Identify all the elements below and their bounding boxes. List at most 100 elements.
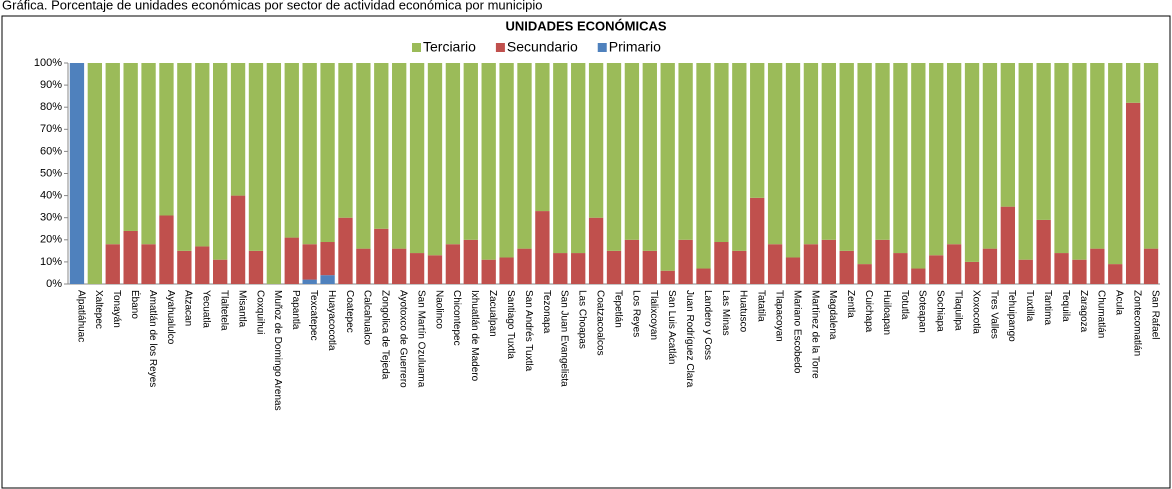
legend-swatch — [412, 43, 421, 52]
x-tick-label: Tequila — [1060, 290, 1071, 322]
x-tick-label: Tlapacoyan — [773, 290, 784, 342]
bar-segment — [857, 63, 872, 265]
bar-segment — [696, 63, 711, 269]
bar-segment — [409, 63, 425, 254]
x-tick-label: Tonayán — [111, 290, 122, 328]
x-tick-label: Muñoz de Domingo Arenas — [272, 290, 283, 411]
bar-segment — [1072, 63, 1087, 260]
x-tick-label: Coxquihui — [254, 290, 265, 334]
bar-segment — [1090, 63, 1105, 249]
x-tick-label: Ébano — [129, 290, 142, 319]
bar-segment — [588, 63, 604, 218]
bar-segment — [392, 248, 407, 284]
y-tick-label: 10% — [40, 256, 62, 268]
x-tick-label: Chumatlán — [1096, 290, 1107, 338]
bar-segment — [642, 250, 657, 284]
bar-segment — [606, 63, 622, 251]
bar-segment — [177, 250, 192, 284]
bar-segment — [105, 244, 120, 284]
y-tick-label: 50% — [40, 167, 62, 179]
bar-segment — [481, 63, 496, 260]
x-tick-label: Misantla — [236, 290, 247, 328]
bar-segment — [785, 257, 801, 284]
x-tick-label: Las Minas — [720, 290, 731, 336]
chart-title: UNIDADES ECONÓMICAS — [505, 18, 666, 33]
bar-segment — [374, 228, 389, 284]
bar-segment — [123, 63, 138, 231]
y-tick-label: 20% — [40, 234, 62, 246]
bar-segment — [69, 63, 85, 284]
bar-segment — [803, 63, 819, 245]
bar-segment — [875, 63, 890, 240]
bar-segment — [1143, 248, 1159, 284]
y-tick-label: 30% — [40, 212, 62, 224]
x-tick-label: Ixhuatlán de Madero — [469, 290, 480, 382]
y-tick-label: 60% — [40, 145, 62, 157]
x-tick-label: Texcatepec — [308, 290, 319, 341]
x-tick-label: Tres Valles — [988, 290, 999, 339]
bar-segment — [213, 63, 228, 260]
bar-segment — [1000, 206, 1015, 284]
bar-segment — [248, 250, 264, 284]
bar-segment — [517, 63, 532, 249]
x-tick-label: Tezonapa — [541, 290, 552, 334]
bar-segment — [893, 63, 908, 254]
bar-segment — [911, 63, 926, 269]
bar-segment — [750, 197, 765, 284]
x-tick-label: Ayotoxco de Guerrero — [398, 290, 409, 388]
chart-frame — [1, 15, 1171, 489]
x-tick-label: Tlaquilpa — [952, 290, 963, 331]
x-tick-label: Zentla — [845, 290, 856, 318]
bar-segment — [929, 255, 944, 284]
bar-segment — [195, 246, 210, 284]
x-tick-label: Landero y Coss — [702, 290, 713, 360]
x-tick-label: Huiloapan — [881, 290, 892, 335]
bar-segment — [1036, 219, 1051, 284]
x-tick-label: Zaragoza — [1078, 290, 1089, 333]
x-tick-label: Sochiapa — [935, 290, 946, 332]
y-tick-label: 80% — [40, 101, 62, 113]
y-tick-label: 70% — [40, 123, 62, 135]
x-tick-label: San Rafael — [1149, 290, 1160, 339]
bar-segment — [606, 250, 622, 284]
bar-segment — [857, 264, 872, 284]
bar-segment — [356, 63, 371, 249]
bar-segment — [159, 215, 174, 284]
x-tick-label: Tlaltetela — [219, 290, 230, 331]
bar-segment — [427, 63, 443, 256]
bar-segment — [338, 217, 353, 284]
bar-segment — [230, 63, 246, 196]
bar-segment — [463, 63, 478, 240]
x-tick-label: Huatusco — [738, 290, 749, 333]
bar-segment — [535, 211, 550, 284]
x-tick-label: Xaltepec — [93, 290, 104, 329]
bar-segment — [767, 63, 783, 245]
bar-segment — [302, 244, 317, 280]
bar-segment — [141, 244, 156, 284]
bar-segment — [499, 63, 514, 258]
bar-segment — [248, 63, 264, 251]
bar-segment — [964, 63, 980, 262]
bar-segment — [1018, 259, 1033, 284]
bar-segment — [929, 63, 944, 256]
bar-segment — [535, 63, 550, 212]
bar-segment — [499, 257, 514, 284]
x-tick-label: Xoxocotla — [970, 290, 981, 334]
bar-segment — [678, 63, 693, 240]
x-tick-label: Martínez de la Torre — [809, 290, 820, 379]
bar-segment — [678, 239, 693, 284]
bar-segment — [320, 63, 335, 243]
legend-label: Primario — [609, 39, 661, 55]
bar-segment — [87, 63, 103, 284]
bar-segment — [445, 63, 461, 245]
caption: Gráfica. Porcentaje de unidades económic… — [2, 0, 543, 12]
bar-segment — [1072, 259, 1087, 284]
bar-segment — [696, 268, 711, 284]
x-tick-label: Zongolica de Tejeda — [380, 290, 391, 380]
bar-segment — [1143, 63, 1159, 249]
bar-segment — [553, 63, 568, 254]
x-tick-label: Yecuatla — [201, 290, 212, 328]
y-tick-label: 100% — [34, 57, 62, 69]
bar-segment — [266, 63, 282, 284]
